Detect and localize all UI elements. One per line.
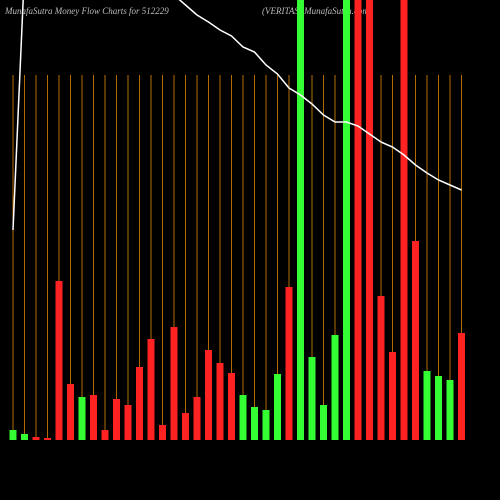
bar — [343, 0, 350, 440]
chart-subtitle: (VERITAS) MunafaSutra.com — [262, 6, 369, 16]
bar — [251, 407, 258, 440]
bar — [262, 410, 270, 440]
bar — [274, 374, 281, 440]
bar — [21, 434, 28, 440]
bar — [308, 357, 316, 440]
bar — [113, 399, 120, 440]
bar — [320, 405, 327, 440]
bar — [67, 384, 74, 440]
bar — [412, 241, 419, 440]
bar — [389, 352, 396, 440]
chart-title: MunafaSutra Money Flow Charts for 512229 — [4, 6, 169, 16]
bar — [159, 425, 166, 440]
bar — [32, 437, 40, 440]
bar — [101, 430, 109, 440]
bar — [147, 339, 155, 440]
bar — [44, 438, 51, 440]
bar — [354, 0, 362, 440]
bar — [377, 296, 385, 440]
bar — [400, 0, 408, 440]
bar — [285, 287, 293, 440]
bar — [90, 395, 97, 440]
bar — [239, 395, 247, 440]
bar — [136, 367, 143, 440]
bar — [55, 281, 63, 440]
bar — [366, 0, 373, 440]
bar — [331, 335, 339, 440]
bar — [193, 397, 201, 440]
bar — [423, 371, 431, 440]
bar — [446, 380, 454, 440]
bar — [216, 363, 224, 440]
bar — [205, 350, 212, 440]
bar — [435, 376, 442, 440]
bar — [9, 430, 17, 440]
bar — [458, 333, 465, 440]
bar — [182, 413, 189, 440]
bar — [228, 373, 235, 440]
bar — [297, 0, 304, 440]
bar — [78, 397, 86, 440]
bar — [170, 327, 178, 440]
money-flow-line — [12, 0, 462, 231]
bar — [124, 405, 132, 440]
